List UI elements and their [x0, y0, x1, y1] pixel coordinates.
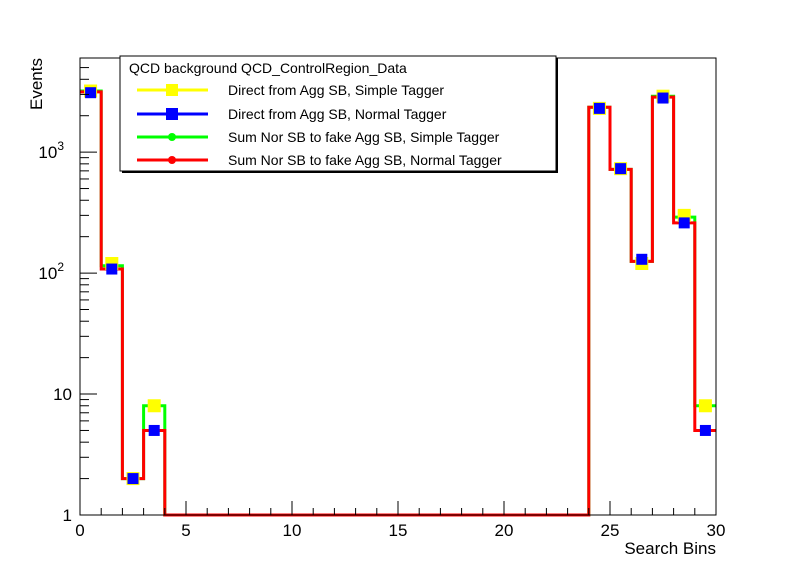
x-tick-label: 25	[601, 521, 620, 540]
x-tick-label: 30	[707, 521, 726, 540]
x-tick-label: 10	[283, 521, 302, 540]
y-tick-label: 10	[53, 385, 72, 404]
x-axis-title: Search Bins	[624, 539, 716, 558]
data-point-marker	[698, 399, 712, 413]
x-tick-label: 0	[75, 521, 84, 540]
legend-marker	[168, 133, 176, 141]
data-point-marker	[657, 92, 669, 104]
legend-entry-label: Direct from Agg SB, Normal Tagger	[228, 106, 447, 122]
legend-marker	[166, 108, 178, 120]
data-point-marker	[147, 399, 161, 413]
data-point-marker	[593, 102, 605, 114]
x-tick-label: 15	[389, 521, 408, 540]
legend-marker	[166, 84, 178, 96]
data-point-marker	[85, 87, 97, 99]
legend-header: QCD background QCD_ControlRegion_Data	[129, 60, 407, 76]
y-axis-title: Events	[27, 58, 46, 110]
data-point-marker	[678, 217, 690, 229]
y-tick-label: 103	[38, 139, 64, 162]
data-point-marker	[636, 253, 648, 265]
y-tick-label: 1	[63, 506, 72, 525]
legend-marker	[168, 156, 176, 164]
y-tick-label: 102	[38, 260, 64, 283]
data-point-marker	[148, 424, 160, 436]
legend-entry-label: Sum Nor SB to fake Agg SB, Normal Tagger	[228, 152, 502, 168]
legend-entry-label: Direct from Agg SB, Simple Tagger	[228, 82, 444, 98]
data-point-marker	[127, 473, 139, 485]
data-point-marker	[615, 163, 627, 175]
data-point-marker	[106, 263, 118, 275]
data-point-marker	[699, 424, 711, 436]
legend: QCD background QCD_ControlRegion_Data Dir…	[119, 55, 558, 173]
x-tick-label: 5	[181, 521, 190, 540]
legend-entry-label: Sum Nor SB to fake Agg SB, Simple Tagger	[228, 129, 500, 145]
x-tick-label: 20	[495, 521, 514, 540]
